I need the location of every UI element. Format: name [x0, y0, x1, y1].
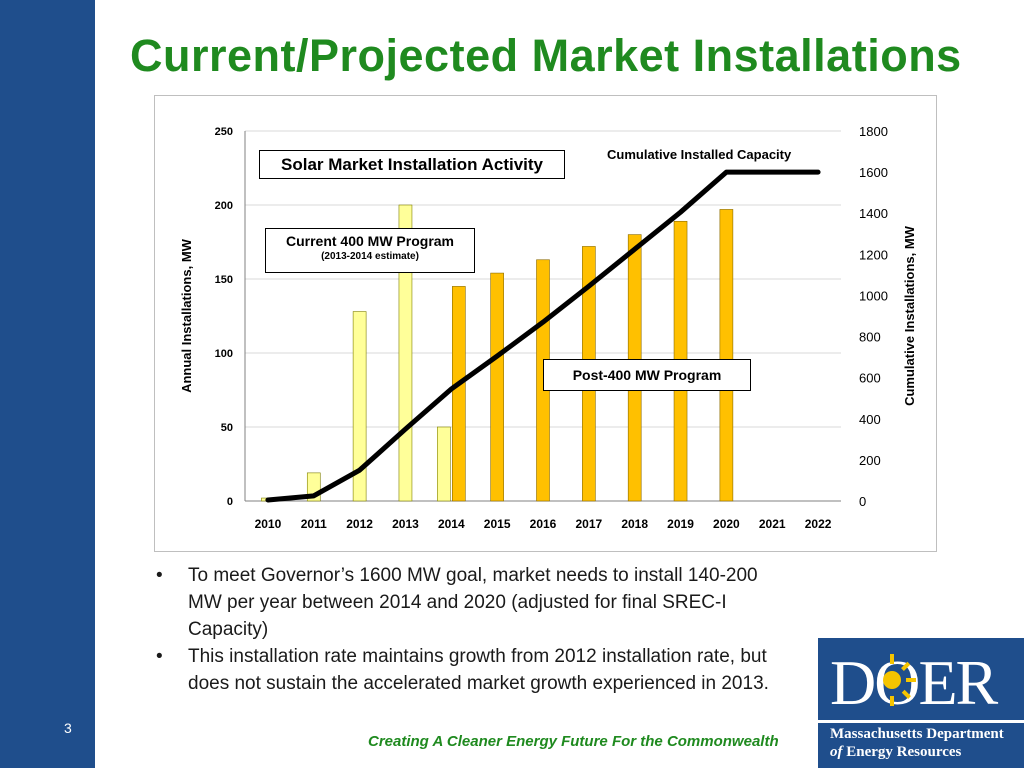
bar-current-program	[352, 311, 367, 502]
y2-tick-label: 0	[859, 494, 866, 509]
cumulative-line	[265, 169, 821, 503]
left-sidebar-band	[0, 0, 95, 768]
x-tick-label: 2018	[621, 517, 648, 531]
x-tick-label: 2011	[301, 517, 327, 531]
x-tick-label: 2012	[346, 517, 373, 531]
y-axis-title: Annual Installations, MW	[179, 238, 194, 393]
y-tick-label: 250	[215, 126, 233, 138]
x-tick-label: 2021	[759, 517, 786, 531]
y2-tick-label: 1400	[859, 206, 888, 221]
y-tick-label: 150	[215, 274, 233, 286]
bullet-dot-icon: •	[156, 646, 163, 667]
chart-title: Solar Market Installation Activity	[259, 150, 565, 179]
sun-rays-icon	[883, 654, 916, 706]
y2-axis-title: Cumulative Installations, MW	[902, 225, 917, 406]
logo-org-line2: of Energy Resources	[830, 744, 961, 761]
bullet-item: • To meet Governor’s 1600 MW goal, marke…	[150, 562, 790, 643]
y2-tick-label: 1200	[859, 247, 888, 262]
y2-tick-label: 200	[859, 453, 881, 468]
bar-post-program	[490, 272, 504, 502]
y-tick-label: 200	[215, 200, 233, 212]
bar-post-program	[452, 286, 466, 502]
x-tick-label: 2015	[484, 517, 511, 531]
logo-org-rest: Energy Resources	[846, 744, 962, 760]
bullet-dot-icon: •	[156, 565, 163, 586]
bullet-list: • To meet Governor’s 1600 MW goal, marke…	[150, 562, 790, 697]
y-tick-label: 0	[227, 496, 233, 508]
x-tick-label: 2020	[713, 517, 740, 531]
logo-org-of: of	[830, 744, 843, 760]
logo-org-line1: Massachusetts Department	[830, 726, 1004, 742]
slide-title: Current/Projected Market Installations	[130, 30, 962, 81]
bar-current-program	[437, 426, 451, 502]
y2-tick-label: 800	[859, 330, 881, 345]
legend-current-program: Current 400 MW Program (2013-2014 estima…	[265, 228, 475, 273]
y-tick-label: 50	[221, 422, 233, 434]
x-tick-label: 2010	[255, 517, 282, 531]
logo-divider	[818, 720, 1024, 723]
y2-tick-label: 1800	[859, 124, 888, 139]
x-tick-label: 2013	[392, 517, 419, 531]
cumulative-line-label: Cumulative Installed Capacity	[607, 147, 792, 162]
y2-tick-label: 400	[859, 412, 881, 427]
bar-post-program	[719, 209, 734, 502]
slide-number: 3	[64, 720, 72, 736]
legend-current-program-label: Current 400 MW Program	[285, 233, 455, 249]
chart-svg: 0 50 100 150 200 250 0 200 400 600 800 1000 1200 1400…	[179, 124, 917, 531]
y2-tick-label: 1600	[859, 165, 888, 180]
y2-tick-label: 1000	[859, 288, 888, 303]
x-tick-label: 2019	[667, 517, 694, 531]
legend-current-program-note: (2013-2014 estimate)	[321, 251, 419, 262]
x-tick-label: 2022	[805, 517, 832, 531]
doer-logo-mark-icon: DOER	[830, 647, 1001, 716]
doer-logo: DOER Massachusetts Department of Energy …	[818, 638, 1024, 768]
chart-panel: 0 50 100 150 200 250 0 200 400 600 800 1000 1200 1400…	[154, 95, 937, 552]
bullet-text: To meet Governor’s 1600 MW goal, market …	[188, 565, 758, 640]
y2-tick-label: 600	[859, 371, 881, 386]
bullet-item: • This installation rate maintains growt…	[150, 643, 790, 697]
x-tick-label: 2017	[575, 517, 602, 531]
x-tick-label: 2016	[530, 517, 557, 531]
footer-tagline: Creating A Cleaner Energy Future For the…	[368, 733, 779, 750]
y-tick-label: 100	[215, 348, 233, 360]
legend-post-program: Post-400 MW Program	[543, 359, 751, 391]
x-tick-label: 2014	[438, 517, 465, 531]
bullet-text: This installation rate maintains growth …	[188, 646, 769, 694]
